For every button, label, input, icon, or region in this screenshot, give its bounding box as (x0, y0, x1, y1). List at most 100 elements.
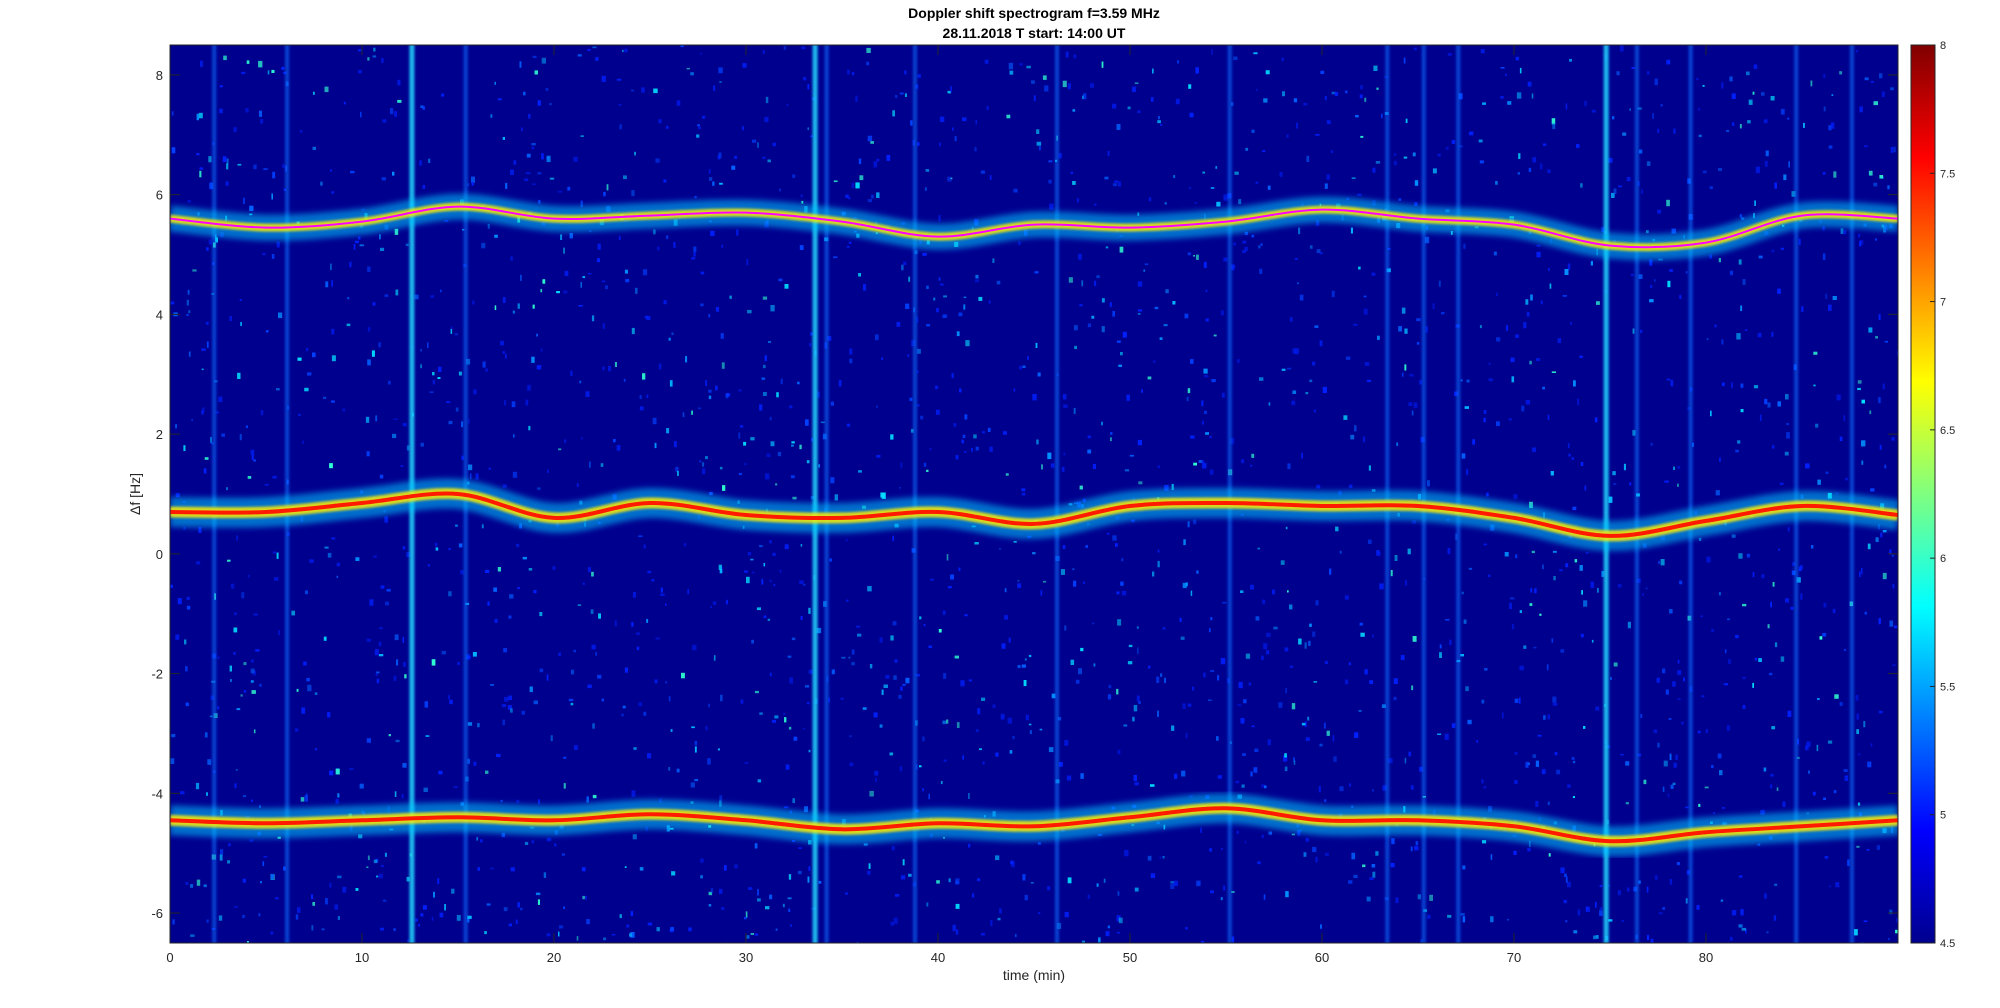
noise-speck (208, 239, 213, 245)
noise-speck (449, 699, 453, 705)
noise-speck (1033, 95, 1036, 102)
noise-speck (848, 656, 851, 659)
noise-speck (246, 60, 250, 64)
noise-speck (1144, 263, 1149, 265)
noise-speck (1534, 588, 1537, 594)
noise-speck (402, 423, 407, 427)
noise-speck (1319, 743, 1323, 747)
noise-speck (1183, 539, 1186, 546)
noise-speck (1579, 355, 1583, 358)
noise-speck (1529, 840, 1531, 848)
noise-speck (1552, 122, 1556, 130)
noise-speck (1031, 80, 1035, 84)
noise-speck (697, 124, 700, 127)
noise-speck (1574, 559, 1578, 563)
noise-speck (1366, 379, 1371, 382)
noise-speck (422, 106, 425, 110)
noise-speck (1209, 436, 1212, 439)
noise-speck (1309, 245, 1313, 249)
noise-speck (573, 649, 576, 653)
noise-speck (1701, 695, 1705, 698)
noise-speck (1861, 567, 1863, 575)
noise-speck (1312, 631, 1316, 637)
noise-speck (1259, 268, 1263, 274)
noise-speck (631, 327, 635, 335)
noise-speck (1776, 787, 1779, 791)
noise-speck (829, 558, 832, 562)
noise-speck (1036, 439, 1039, 445)
noise-speck (1622, 132, 1627, 136)
noise-speck (791, 441, 795, 444)
noise-speck (432, 380, 436, 385)
noise-speck (806, 702, 810, 705)
noise-speck (846, 245, 850, 248)
noise-speck (270, 931, 274, 935)
noise-speck (1134, 887, 1139, 892)
noise-speck (1486, 492, 1489, 497)
noise-speck (899, 92, 904, 95)
noise-speck (1412, 520, 1417, 524)
noise-speck (185, 702, 189, 707)
noise-speck (494, 305, 497, 310)
noise-speck (1468, 567, 1473, 570)
noise-speck (800, 615, 803, 620)
noise-speck (848, 241, 852, 244)
noise-speck (1171, 483, 1174, 490)
noise-speck (1805, 463, 1810, 469)
noise-speck (1200, 827, 1202, 833)
noise-speck (1621, 920, 1624, 922)
noise-speck (876, 405, 878, 408)
noise-speck (1285, 891, 1289, 898)
noise-speck (321, 928, 325, 931)
noise-speck (1662, 907, 1665, 910)
noise-speck (1007, 717, 1012, 724)
noise-speck (677, 470, 679, 476)
noise-speck (404, 674, 407, 679)
noise-speck (863, 843, 868, 846)
noise-speck (233, 652, 236, 655)
noise-speck (580, 200, 583, 207)
noise-speck (807, 127, 809, 130)
noise-speck (298, 413, 301, 416)
noise-speck (1542, 564, 1544, 570)
noise-speck (700, 858, 704, 863)
noise-speck (358, 834, 363, 839)
noise-speck (337, 916, 340, 920)
noise-speck (708, 891, 713, 896)
noise-speck (660, 593, 665, 596)
noise-speck (670, 927, 675, 931)
colorbar-tick-label: 6.5 (1940, 425, 1955, 437)
noise-speck (938, 276, 941, 281)
noise-speck (1646, 161, 1651, 166)
noise-speck (373, 859, 378, 864)
noise-speck (1843, 649, 1847, 651)
noise-speck (1217, 775, 1222, 779)
broadband-streak (824, 45, 829, 943)
noise-speck (1060, 569, 1065, 575)
noise-speck (1641, 189, 1643, 194)
noise-speck (1757, 332, 1762, 338)
noise-speck (323, 396, 327, 399)
noise-speck (366, 738, 371, 743)
noise-speck (1203, 261, 1207, 268)
noise-speck (718, 152, 722, 159)
noise-speck (471, 176, 475, 183)
noise-speck (900, 875, 906, 880)
noise-speck (1293, 760, 1296, 765)
noise-speck (1774, 182, 1777, 189)
noise-speck (581, 437, 583, 440)
noise-speck (1234, 171, 1239, 175)
noise-speck (734, 864, 738, 869)
noise-speck (1190, 590, 1193, 596)
noise-speck (243, 795, 246, 798)
noise-speck (1294, 258, 1298, 260)
noise-speck (524, 841, 529, 845)
noise-speck (899, 487, 901, 489)
noise-speck (394, 791, 397, 797)
noise-speck (282, 164, 285, 168)
noise-speck (466, 654, 471, 660)
noise-speck (1306, 155, 1310, 162)
noise-speck (243, 690, 247, 693)
noise-speck (982, 431, 985, 434)
noise-speck (876, 192, 880, 198)
